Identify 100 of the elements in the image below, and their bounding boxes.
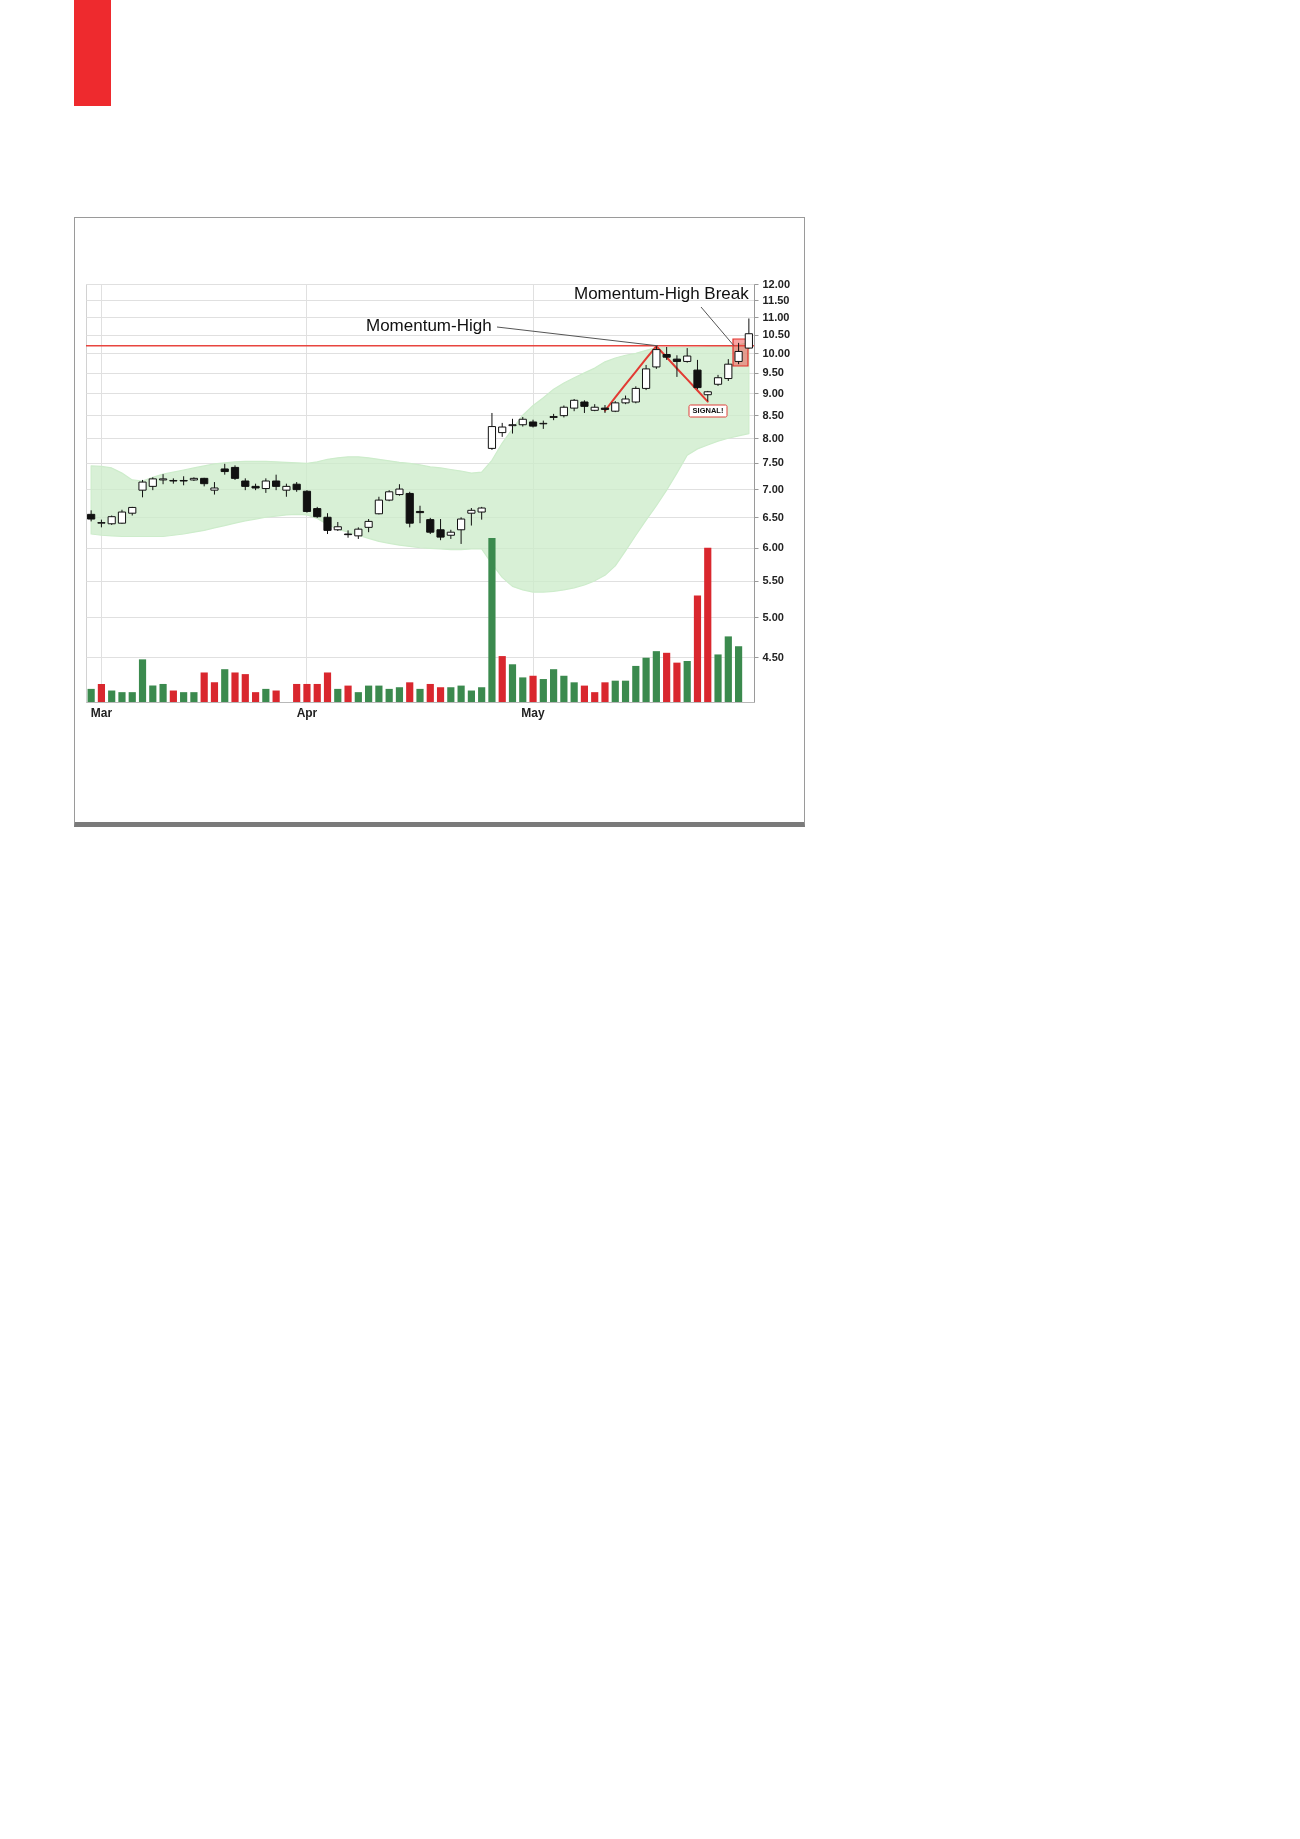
annotation: Momentum-High Break [574, 284, 750, 303]
bar [652, 651, 660, 702]
bar [663, 652, 671, 702]
y-tick-label: 9.00 [762, 386, 784, 399]
bar [498, 656, 506, 702]
y-tick-label: 5.50 [762, 574, 784, 587]
y-tick-label: 6.50 [762, 510, 784, 523]
bar [395, 687, 404, 702]
bar [231, 672, 239, 702]
bar [406, 682, 414, 702]
bar [169, 690, 177, 702]
y-tick-label: 6.00 [762, 541, 784, 554]
bar [138, 659, 147, 702]
candlestick [272, 474, 281, 491]
bar [560, 675, 568, 702]
bar [683, 661, 691, 702]
bar [539, 679, 547, 702]
bar [519, 677, 527, 702]
x-tick-label: May [521, 705, 546, 720]
bar [704, 547, 712, 702]
bar [642, 657, 650, 702]
candlestick [323, 512, 332, 535]
bar [693, 595, 702, 702]
bar [457, 685, 465, 702]
bar [180, 692, 188, 702]
x-tick-label: Mar [90, 705, 113, 720]
bar [344, 685, 352, 702]
y-tick-label: 5.00 [762, 610, 784, 623]
x-tick-label: Apr [296, 705, 318, 720]
candlestick [87, 509, 96, 522]
bar [262, 688, 270, 702]
y-tick-label: 12.00 [762, 277, 791, 290]
bar [734, 646, 743, 702]
y-tick-label: 8.50 [762, 408, 784, 421]
bar [426, 683, 434, 702]
bar [416, 688, 424, 702]
bar [724, 636, 732, 702]
bar [272, 690, 280, 702]
bar [128, 692, 136, 702]
bar [251, 692, 260, 702]
bar [467, 690, 475, 702]
annotation: Momentum-High [366, 316, 492, 335]
bar [632, 665, 640, 702]
bar [375, 685, 383, 702]
candlestick [457, 516, 466, 545]
bar [313, 683, 321, 702]
bar [323, 672, 332, 702]
bar [673, 662, 681, 702]
bar [87, 688, 95, 702]
candlestick [693, 359, 702, 390]
candlestick [302, 489, 312, 514]
bar [447, 687, 455, 702]
y-tick-label: 10.50 [762, 328, 791, 341]
candlestick [724, 358, 733, 382]
y-tick-label: 9.50 [762, 366, 784, 379]
bar [436, 687, 445, 702]
bar [385, 688, 393, 702]
bar [714, 654, 722, 702]
y-tick-label: 10.00 [762, 346, 791, 359]
bar [241, 674, 249, 702]
y-tick-label: 7.50 [762, 456, 784, 469]
bar [334, 688, 342, 702]
bar [550, 669, 558, 702]
candlestick [744, 317, 753, 350]
bar [159, 683, 167, 702]
bar [293, 683, 301, 702]
candlestick [415, 505, 425, 524]
bar [354, 692, 362, 702]
bar [591, 692, 599, 702]
y-tick-label: 8.00 [762, 431, 784, 444]
bar [621, 680, 630, 702]
bar [529, 675, 537, 702]
bar [221, 669, 229, 702]
bar [570, 682, 578, 702]
y-tick-label: 11.00 [762, 310, 790, 323]
y-tick-label: 7.00 [762, 482, 784, 495]
candlestick [600, 404, 610, 414]
candlestick [734, 342, 743, 365]
candlestick [672, 354, 682, 378]
y-tick-label: 4.50 [762, 650, 784, 663]
bar [210, 682, 219, 702]
candlestick [343, 529, 353, 539]
bar [118, 692, 126, 702]
bar [200, 672, 208, 702]
bar [488, 538, 496, 702]
bar [190, 692, 198, 702]
bar [149, 685, 157, 702]
bar [108, 690, 116, 702]
candlestick [487, 412, 497, 451]
bar [601, 682, 609, 702]
bar [611, 680, 619, 702]
bar [303, 683, 311, 702]
candlestick [642, 364, 651, 391]
bar [478, 687, 486, 702]
bar [97, 683, 106, 702]
candlestick [158, 473, 168, 485]
bar [580, 685, 589, 702]
bar [365, 685, 373, 702]
y-tick-label: 11.50 [762, 293, 790, 306]
bar [508, 664, 517, 702]
